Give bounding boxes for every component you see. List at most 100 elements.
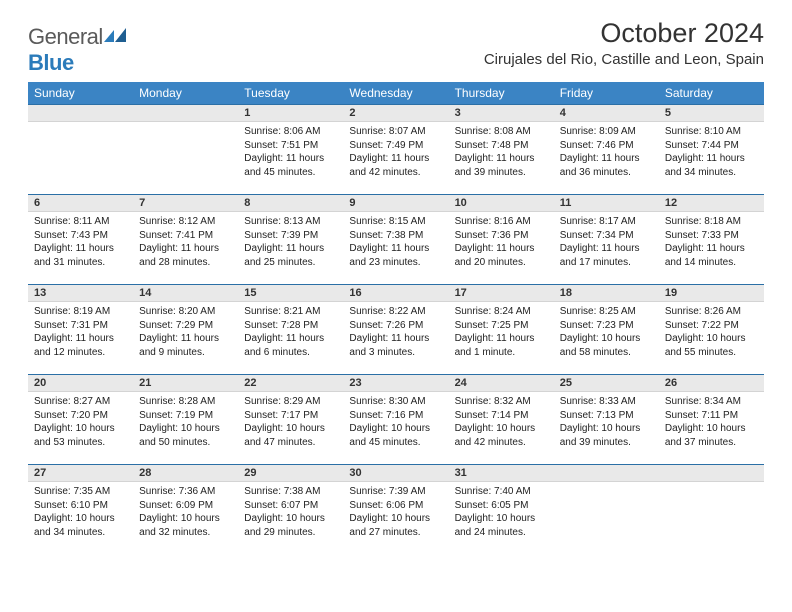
daylight-line: Daylight: 11 hours and 34 minutes. — [665, 153, 745, 178]
month-title: October 2024 — [484, 18, 764, 49]
daylight-line: Daylight: 11 hours and 14 minutes. — [665, 243, 745, 268]
sunrise-line: Sunrise: 7:40 AM — [455, 486, 531, 497]
day-number: 9 — [343, 194, 448, 212]
day-number: 4 — [554, 104, 659, 122]
day-details: Sunrise: 8:16 AMSunset: 7:36 PMDaylight:… — [449, 212, 554, 273]
day-number: 18 — [554, 284, 659, 302]
calendar-cell: 15Sunrise: 8:21 AMSunset: 7:28 PMDayligh… — [238, 284, 343, 374]
calendar-cell: 3Sunrise: 8:08 AMSunset: 7:48 PMDaylight… — [449, 104, 554, 194]
sunset-line: Sunset: 7:14 PM — [455, 410, 529, 421]
sunset-line: Sunset: 6:06 PM — [349, 500, 423, 511]
day-number: 5 — [659, 104, 764, 122]
sunset-line: Sunset: 7:17 PM — [244, 410, 318, 421]
sunrise-line: Sunrise: 8:21 AM — [244, 306, 320, 317]
day-details: Sunrise: 8:28 AMSunset: 7:19 PMDaylight:… — [133, 392, 238, 453]
daylight-line: Daylight: 10 hours and 32 minutes. — [139, 513, 220, 538]
day-details: Sunrise: 8:19 AMSunset: 7:31 PMDaylight:… — [28, 302, 133, 363]
sunrise-line: Sunrise: 8:07 AM — [349, 126, 425, 137]
sunrise-line: Sunrise: 7:36 AM — [139, 486, 215, 497]
day-details: Sunrise: 8:32 AMSunset: 7:14 PMDaylight:… — [449, 392, 554, 453]
calendar-row: 27Sunrise: 7:35 AMSunset: 6:10 PMDayligh… — [28, 464, 764, 554]
day-details: Sunrise: 7:40 AM Sunset: 6:05 PM Daylight:… — [449, 482, 554, 543]
daylight-line: Daylight: 10 hours and 55 minutes. — [665, 333, 746, 358]
sunrise-line: Sunrise: 8:18 AM — [665, 216, 741, 227]
day-number: 2 — [343, 104, 448, 122]
daylight-line: Daylight: 10 hours and 37 minutes. — [665, 423, 746, 448]
daylight-line: Daylight: 11 hours and 1 minute. — [455, 333, 535, 358]
day-number — [659, 464, 764, 482]
daylight-line: Daylight: 11 hours and 45 minutes. — [244, 153, 324, 178]
sunrise-line: Sunrise: 8:30 AM — [349, 396, 425, 407]
calendar-cell: 5Sunrise: 8:10 AMSunset: 7:44 PMDaylight… — [659, 104, 764, 194]
logo-mark-icon — [104, 28, 126, 44]
sunrise-line: Sunrise: 8:19 AM — [34, 306, 110, 317]
sunrise-line: Sunrise: 7:35 AM — [34, 486, 110, 497]
sunset-line: Sunset: 7:28 PM — [244, 320, 318, 331]
sunrise-line: Sunrise: 8:24 AM — [455, 306, 531, 317]
calendar-cell: 10Sunrise: 8:16 AMSunset: 7:36 PMDayligh… — [449, 194, 554, 284]
day-number: 10 — [449, 194, 554, 212]
calendar-cell: 22Sunrise: 8:29 AMSunset: 7:17 PMDayligh… — [238, 374, 343, 464]
day-number: 13 — [28, 284, 133, 302]
day-details: Sunrise: 7:38 AMSunset: 6:07 PMDaylight:… — [238, 482, 343, 543]
calendar-row: 20Sunrise: 8:27 AMSunset: 7:20 PMDayligh… — [28, 374, 764, 464]
sunrise-line: Sunrise: 8:34 AM — [665, 396, 741, 407]
day-number: 21 — [133, 374, 238, 392]
day-number: 6 — [28, 194, 133, 212]
daylight-line: Daylight: 10 hours and 47 minutes. — [244, 423, 325, 448]
sunset-line: Sunset: 7:48 PM — [455, 140, 529, 151]
calendar-cell: 12Sunrise: 8:18 AMSunset: 7:33 PMDayligh… — [659, 194, 764, 284]
calendar-cell: 25Sunrise: 8:33 AMSunset: 7:13 PMDayligh… — [554, 374, 659, 464]
daylight-line: Daylight: 10 hours and 24 minutes. — [455, 513, 536, 538]
day-details: Sunrise: 8:11 AMSunset: 7:43 PMDaylight:… — [28, 212, 133, 273]
daylight-line: Daylight: 10 hours and 39 minutes. — [560, 423, 641, 448]
day-number — [28, 104, 133, 122]
sunrise-line: Sunrise: 8:10 AM — [665, 126, 741, 137]
daylight-line: Daylight: 11 hours and 28 minutes. — [139, 243, 219, 268]
sunset-line: Sunset: 7:25 PM — [455, 320, 529, 331]
calendar-cell — [133, 104, 238, 194]
daylight-line: Daylight: 11 hours and 17 minutes. — [560, 243, 640, 268]
day-number: 30 — [343, 464, 448, 482]
sunrise-line: Sunrise: 8:08 AM — [455, 126, 531, 137]
weekday-header: Tuesday — [238, 82, 343, 104]
day-details: Sunrise: 8:09 AMSunset: 7:46 PMDaylight:… — [554, 122, 659, 183]
sunrise-line: Sunrise: 7:39 AM — [349, 486, 425, 497]
sunset-line: Sunset: 6:05 PM — [455, 500, 529, 511]
daylight-line: Daylight: 10 hours and 58 minutes. — [560, 333, 641, 358]
weekday-header: Sunday — [28, 82, 133, 104]
daylight-line: Daylight: 11 hours and 3 minutes. — [349, 333, 429, 358]
daylight-line: Daylight: 11 hours and 25 minutes. — [244, 243, 324, 268]
sunrise-line: Sunrise: 8:16 AM — [455, 216, 531, 227]
calendar-cell: 7Sunrise: 8:12 AMSunset: 7:41 PMDaylight… — [133, 194, 238, 284]
sunset-line: Sunset: 7:38 PM — [349, 230, 423, 241]
sunset-line: Sunset: 7:31 PM — [34, 320, 108, 331]
sunrise-line: Sunrise: 8:25 AM — [560, 306, 636, 317]
weekday-header: Saturday — [659, 82, 764, 104]
sunset-line: Sunset: 7:39 PM — [244, 230, 318, 241]
daylight-line: Daylight: 10 hours and 50 minutes. — [139, 423, 220, 448]
calendar-cell: 26Sunrise: 8:34 AMSunset: 7:11 PMDayligh… — [659, 374, 764, 464]
day-number: 20 — [28, 374, 133, 392]
calendar-cell — [659, 464, 764, 554]
calendar-cell: 14Sunrise: 8:20 AMSunset: 7:29 PMDayligh… — [133, 284, 238, 374]
day-details: Sunrise: 8:17 AMSunset: 7:34 PMDaylight:… — [554, 212, 659, 273]
logo: General Blue — [28, 24, 126, 76]
day-number: 1 — [238, 104, 343, 122]
sunrise-line: Sunrise: 8:32 AM — [455, 396, 531, 407]
sunrise-line: Sunrise: 8:20 AM — [139, 306, 215, 317]
daylight-line: Daylight: 10 hours and 34 minutes. — [34, 513, 115, 538]
sunset-line: Sunset: 7:33 PM — [665, 230, 739, 241]
sunrise-line: Sunrise: 8:13 AM — [244, 216, 320, 227]
sunset-line: Sunset: 7:26 PM — [349, 320, 423, 331]
sunrise-line: Sunrise: 8:29 AM — [244, 396, 320, 407]
weekday-header: Monday — [133, 82, 238, 104]
sunset-line: Sunset: 7:51 PM — [244, 140, 318, 151]
day-details: Sunrise: 8:34 AMSunset: 7:11 PMDaylight:… — [659, 392, 764, 453]
sunset-line: Sunset: 6:10 PM — [34, 500, 108, 511]
sunrise-line: Sunrise: 8:17 AM — [560, 216, 636, 227]
calendar-row: 1Sunrise: 8:06 AMSunset: 7:51 PMDaylight… — [28, 104, 764, 194]
calendar-cell: 30Sunrise: 7:39 AMSunset: 6:06 PMDayligh… — [343, 464, 448, 554]
calendar-cell: 21Sunrise: 8:28 AMSunset: 7:19 PMDayligh… — [133, 374, 238, 464]
day-number: 8 — [238, 194, 343, 212]
